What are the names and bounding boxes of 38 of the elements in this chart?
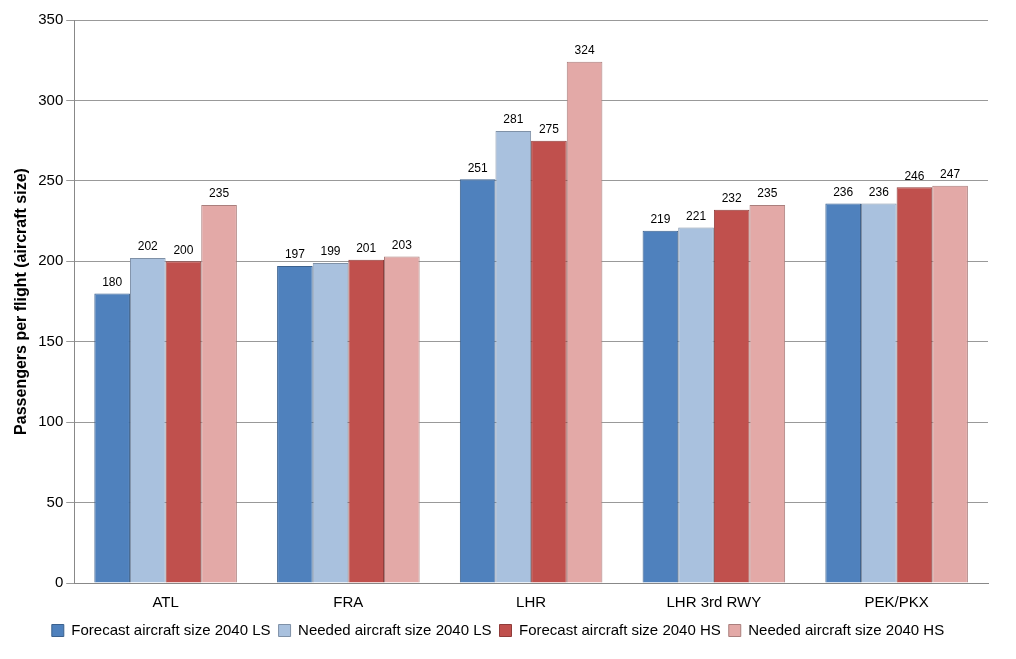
data-label: 236 (833, 184, 854, 199)
data-label: 203 (391, 237, 413, 252)
data-label: 180 (102, 274, 123, 289)
data-label: 202 (137, 239, 159, 254)
data-label: 201 (356, 240, 377, 255)
x-tick-label: ATL (152, 593, 179, 611)
legend-label: Forecast aircraft size 2040 HS (519, 620, 721, 638)
data-label: 221 (686, 208, 707, 223)
y-tick-label: 200 (38, 251, 64, 269)
data-label: 236 (868, 184, 890, 199)
y-axis-title: Passengers per flight (aircraft size) (12, 168, 30, 435)
data-label: 200 (173, 242, 194, 257)
y-tick-label: 350 (38, 10, 64, 28)
y-tick-label: 50 (46, 492, 64, 510)
x-tick-label: LHR 3rd RWY (666, 593, 762, 611)
x-tick-label: LHR (516, 593, 547, 611)
data-label: 247 (940, 167, 961, 181)
y-tick-label: 100 (38, 412, 64, 430)
data-label: 246 (904, 168, 925, 183)
x-tick-label: PEK/PKX (864, 593, 929, 611)
data-label: 232 (721, 191, 743, 206)
data-label: 235 (209, 186, 230, 201)
data-label: 251 (467, 160, 488, 175)
y-tick-label: 0 (54, 573, 64, 591)
data-label: 197 (284, 247, 306, 262)
data-label: 324 (574, 43, 595, 58)
data-label: 219 (650, 212, 671, 227)
legend-label: Needed aircraft size 2040 LS (298, 620, 492, 638)
data-label: 281 (503, 112, 524, 127)
legend-label: Needed aircraft size 2040 HS (748, 620, 945, 638)
legend-label: Forecast aircraft size 2040 LS (71, 620, 271, 638)
y-tick-label: 300 (38, 90, 64, 108)
data-label: 275 (538, 121, 560, 136)
data-label: 235 (757, 186, 778, 201)
data-label: 199 (320, 244, 341, 259)
x-tick-label: FRA (333, 593, 364, 611)
y-tick-label: 250 (38, 171, 64, 188)
y-tick-label: 150 (38, 331, 64, 349)
